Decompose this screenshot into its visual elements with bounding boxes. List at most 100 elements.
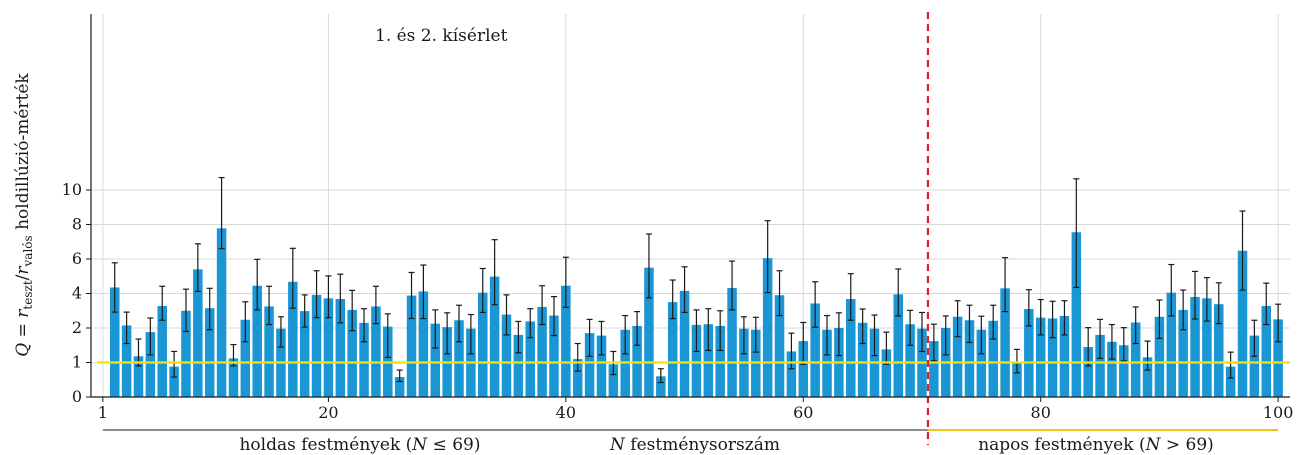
- reference-lines: [97, 12, 1290, 445]
- moon-group-label: holdas festmények (N ≤ 69): [239, 435, 480, 455]
- bar: [1000, 288, 1010, 397]
- y-axis-label: Q = rteszt/rvalós holdillúzió-mérték: [13, 73, 35, 357]
- bar: [952, 316, 963, 397]
- y-tick-label: 6: [72, 249, 82, 268]
- bar: [905, 324, 915, 397]
- bar: [679, 290, 690, 397]
- bar: [288, 281, 298, 397]
- bar: [145, 332, 156, 397]
- bar: [774, 295, 785, 397]
- y-tick-label: 8: [72, 215, 82, 234]
- bar: [1095, 334, 1105, 397]
- sun-group-label: napos festmények (N > 69): [978, 435, 1214, 455]
- bar: [406, 295, 417, 397]
- bar: [1237, 250, 1248, 397]
- bar: [549, 315, 559, 397]
- bar: [561, 285, 571, 397]
- y-tick-label: 2: [72, 318, 82, 337]
- bar: [572, 359, 583, 397]
- bars: [109, 228, 1283, 397]
- bar: [703, 324, 714, 397]
- bar: [584, 333, 595, 397]
- bar: [1142, 357, 1153, 397]
- bar: [430, 323, 441, 397]
- bar: [1024, 309, 1034, 397]
- x-axis-label: N festménysorszám: [609, 435, 780, 455]
- bar: [762, 258, 773, 397]
- bar: [109, 287, 120, 397]
- x-tick-label: 80: [1031, 403, 1051, 422]
- bar: [857, 322, 868, 397]
- bar: [513, 334, 524, 397]
- y-tick-label: 1: [72, 353, 82, 372]
- x-tick-label: 100: [1263, 403, 1294, 422]
- bar: [691, 324, 702, 397]
- bar: [846, 299, 856, 397]
- y-tick-label: 0: [72, 387, 82, 406]
- x-tick-label: 40: [556, 403, 576, 422]
- bar: [228, 358, 239, 397]
- x-tick-label: 60: [793, 403, 813, 422]
- bar: [347, 309, 357, 397]
- bar: [881, 349, 892, 397]
- bar: [1261, 305, 1272, 397]
- bar: [1178, 309, 1188, 397]
- bar: [893, 294, 903, 397]
- bar: [1190, 296, 1200, 397]
- bar: [181, 310, 191, 397]
- bar: [193, 269, 203, 397]
- bar: [1071, 232, 1082, 397]
- bar: [252, 285, 262, 397]
- bar: [489, 276, 500, 397]
- bar: [1166, 292, 1177, 397]
- bar: [964, 320, 975, 397]
- bar: [264, 306, 274, 397]
- bar: [525, 321, 535, 397]
- bar: [644, 267, 654, 397]
- bar: [169, 366, 179, 397]
- bar: [359, 322, 369, 397]
- bar: [501, 314, 512, 397]
- bar: [1202, 298, 1212, 397]
- y-tick-label: 10: [62, 180, 82, 199]
- bar: [478, 292, 488, 397]
- bar: [537, 306, 547, 397]
- x-tick-label: 1: [98, 403, 108, 422]
- error-bars: [111, 176, 1282, 384]
- y-tick-label: 4: [72, 284, 82, 303]
- bar: [810, 303, 820, 397]
- bar: [1107, 341, 1117, 397]
- bar: [667, 302, 678, 397]
- bar: [798, 341, 809, 397]
- bar: [786, 351, 797, 397]
- bar: [323, 298, 334, 397]
- bar: [1012, 362, 1022, 397]
- bar: [608, 364, 619, 397]
- bar: [596, 335, 607, 397]
- bar: [1130, 322, 1141, 397]
- bar: [1249, 335, 1260, 397]
- bar: [454, 320, 464, 397]
- bar: [1059, 315, 1070, 397]
- bar: [216, 228, 227, 397]
- bar: [656, 376, 666, 397]
- chart-annotation: 1. és 2. kísérlet: [375, 26, 508, 46]
- bar: [157, 305, 167, 397]
- bar: [1225, 366, 1236, 397]
- bar: [311, 294, 322, 397]
- bar: [1154, 316, 1165, 397]
- bar: [1047, 318, 1058, 397]
- bar: [1083, 346, 1093, 397]
- bar: [371, 306, 381, 397]
- bar: [133, 356, 144, 397]
- bar: [204, 308, 215, 397]
- bar: [1035, 317, 1046, 397]
- bar: [988, 320, 998, 397]
- bar: [121, 325, 132, 397]
- bar: [929, 341, 939, 397]
- bar: [335, 299, 346, 397]
- bar: [1214, 304, 1224, 397]
